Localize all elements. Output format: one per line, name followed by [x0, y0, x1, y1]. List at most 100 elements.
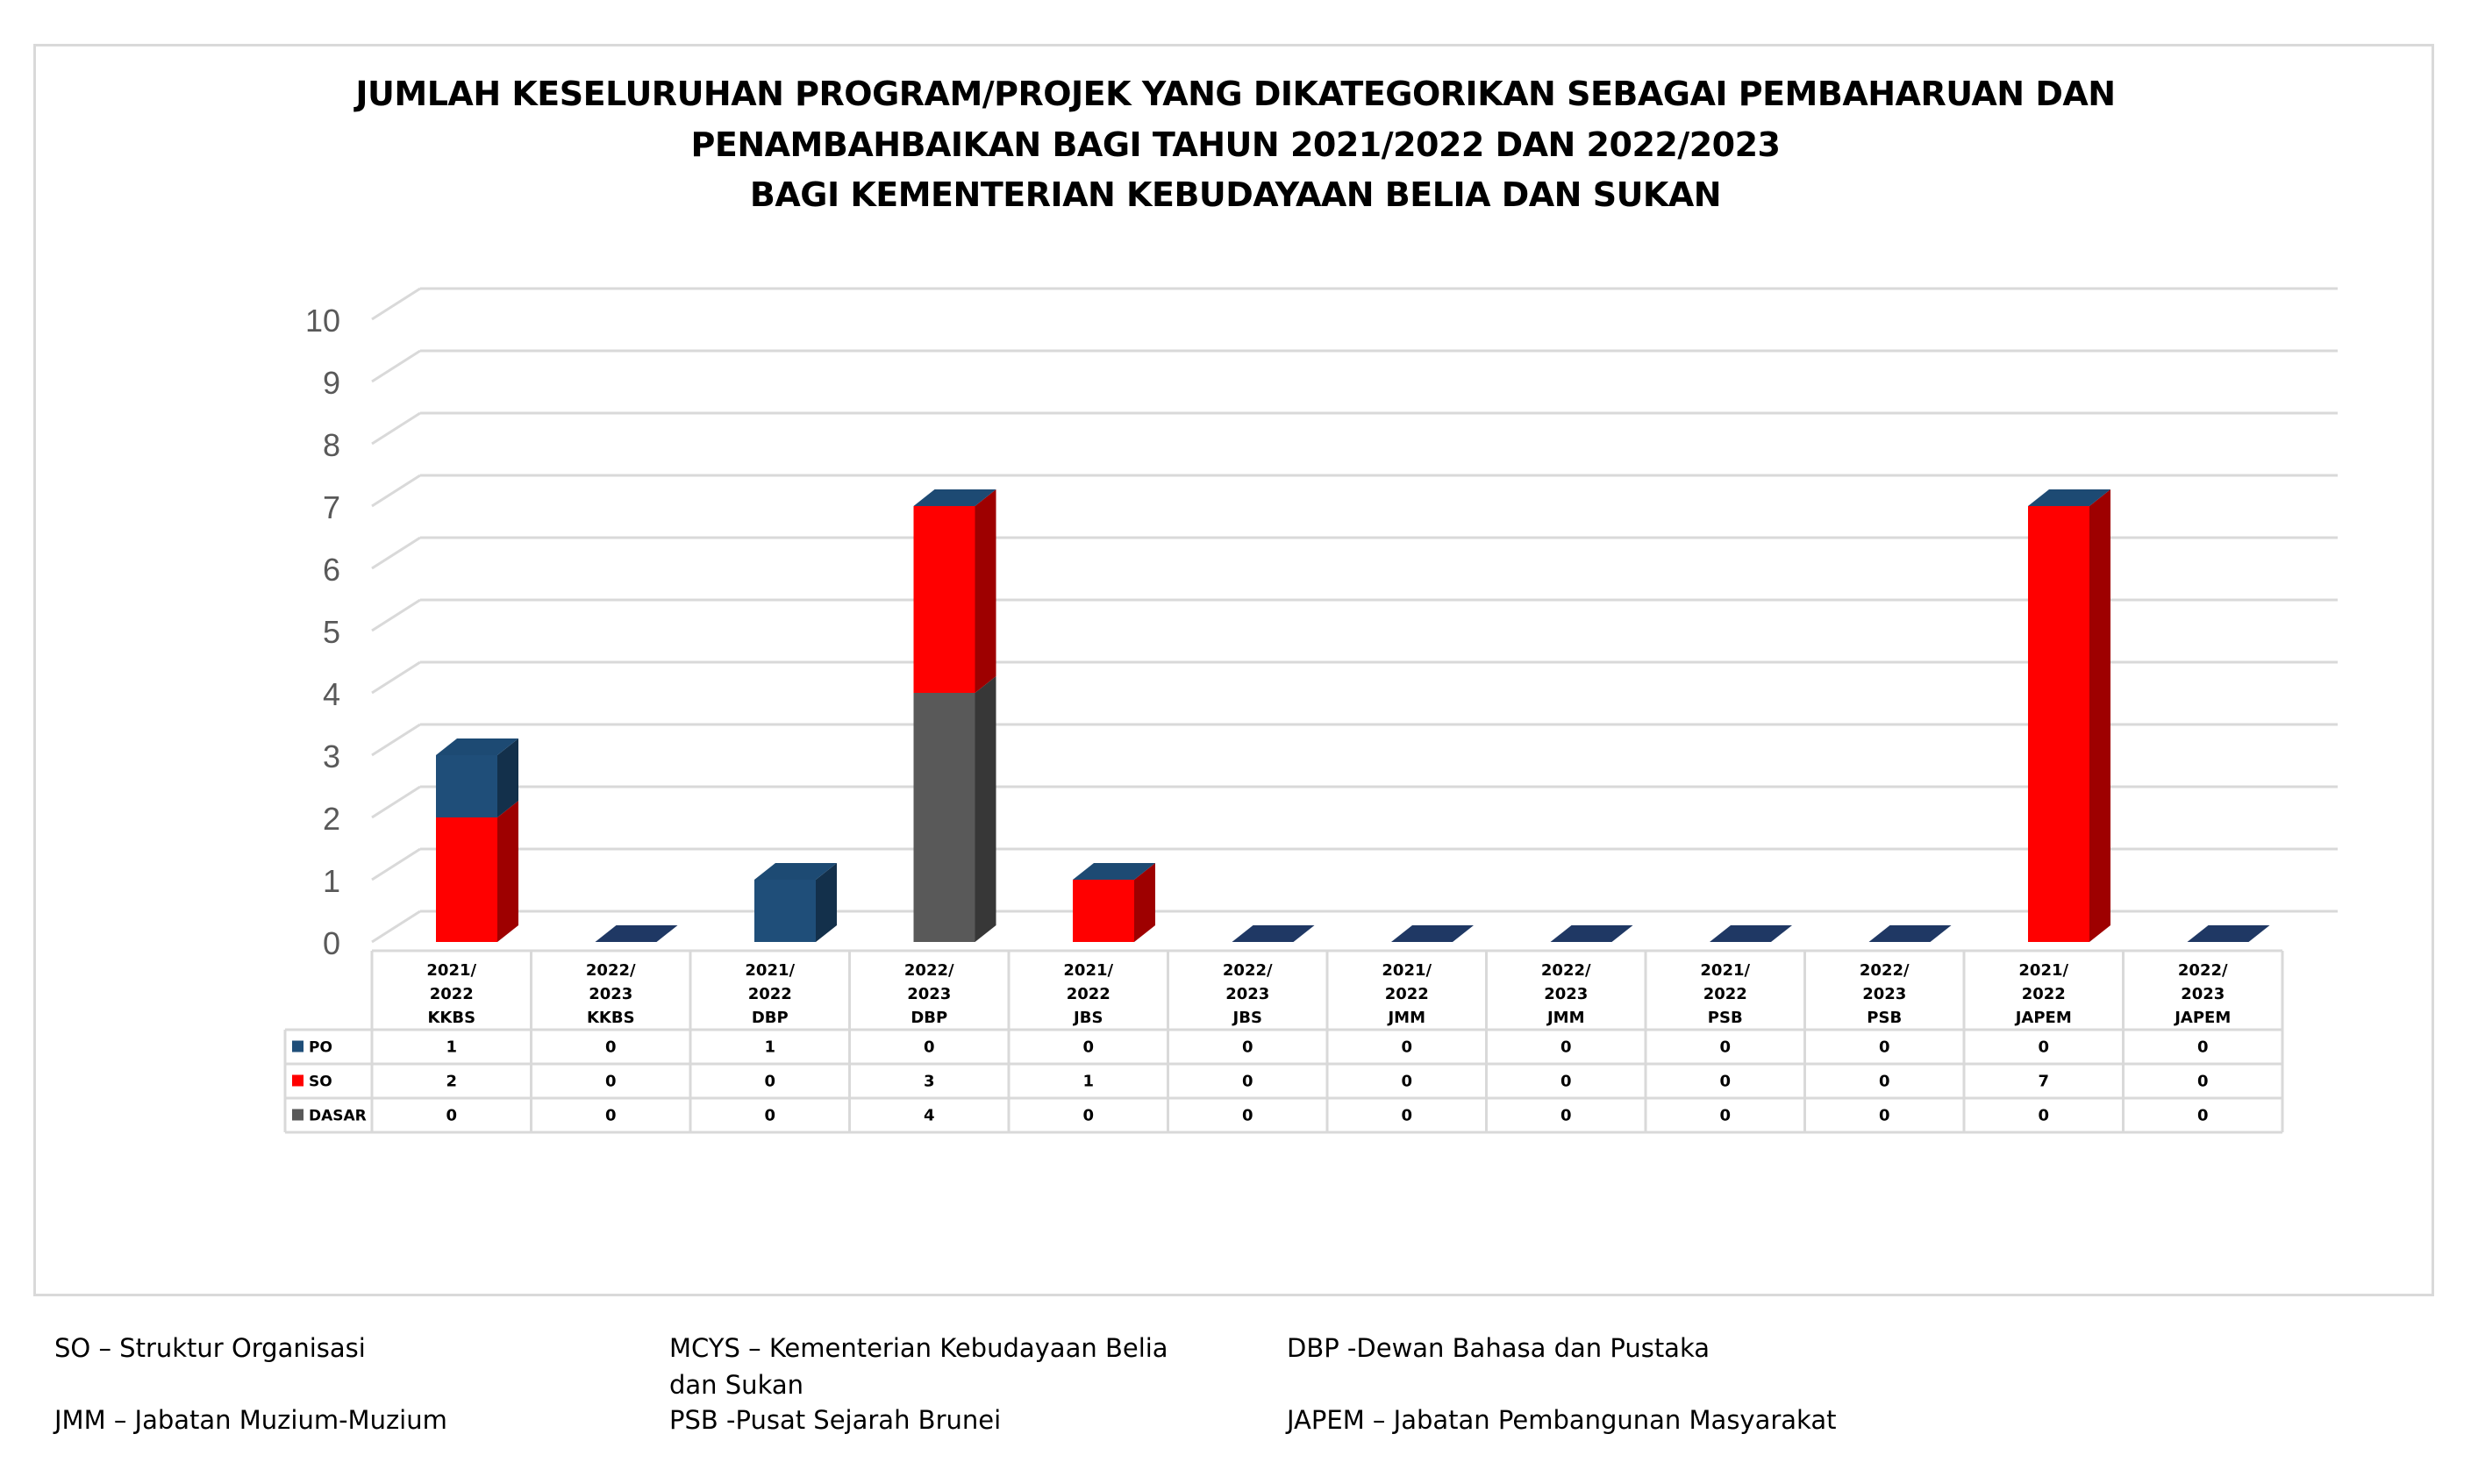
bar-side-po	[497, 738, 518, 817]
data-label: 0	[1082, 1107, 1094, 1125]
bar-top-cap	[1391, 925, 1474, 942]
gridline-diagonal	[371, 598, 421, 632]
gridline-diagonal	[371, 411, 421, 446]
data-label: 3	[924, 1073, 935, 1091]
data-label: 0	[1401, 1038, 1412, 1057]
bar-side-so	[497, 801, 518, 942]
y-tick-label: 10	[305, 303, 340, 339]
gridline-diagonal	[371, 785, 421, 819]
y-tick-label: 4	[323, 676, 340, 712]
legend-label-dasar: DASAR	[309, 1108, 367, 1125]
bar-side-dasar	[975, 676, 996, 942]
data-label: 7	[2038, 1073, 2049, 1091]
category-label: JMM	[1546, 1009, 1585, 1027]
category-label: KKBS	[587, 1009, 635, 1027]
y-tick-label: 0	[323, 925, 340, 961]
bar-dasar	[913, 693, 975, 942]
data-label: 0	[1560, 1073, 1572, 1091]
category-label: 2023	[1225, 985, 1269, 1003]
gridline-diagonal	[371, 723, 421, 757]
data-label: 0	[764, 1107, 775, 1125]
data-label: 1	[764, 1038, 775, 1057]
data-label: 0	[1401, 1073, 1412, 1091]
data-label: 0	[1560, 1038, 1572, 1057]
y-tick-label: 1	[323, 863, 340, 899]
y-tick-label: 6	[323, 552, 340, 588]
bar-top-cap	[1073, 863, 1155, 880]
data-label: 0	[924, 1038, 935, 1057]
data-label: 4	[924, 1107, 935, 1125]
legend-label-so: SO	[309, 1074, 332, 1091]
category-label: PSB	[1708, 1009, 1743, 1027]
data-label: 0	[605, 1073, 617, 1091]
y-tick-label: 2	[323, 801, 340, 837]
bar-top-cap	[2028, 489, 2110, 506]
bar-top-cap	[1232, 925, 1315, 942]
bar-po	[754, 880, 816, 942]
data-label: 0	[2197, 1038, 2209, 1057]
data-label: 0	[1242, 1073, 1253, 1091]
footnote-so: SO – Struktur Organisasi	[54, 1333, 366, 1363]
category-label: PSB	[1867, 1009, 1902, 1027]
legend-label-po: PO	[309, 1039, 332, 1057]
category-label: 2022/	[586, 961, 636, 980]
data-label: 0	[1719, 1038, 1731, 1057]
bar-side-so	[2089, 489, 2110, 942]
bar-so	[2028, 506, 2089, 942]
category-label: 2021/	[2018, 961, 2068, 980]
data-label: 0	[1719, 1073, 1731, 1091]
category-label: 2023	[907, 985, 951, 1003]
y-tick-label: 8	[323, 427, 340, 463]
chart-frame	[33, 44, 2434, 1296]
gridline-diagonal	[371, 660, 421, 695]
y-tick-label: 5	[323, 614, 340, 650]
category-label: 2022	[2022, 985, 2066, 1003]
y-tick-label: 3	[323, 738, 340, 774]
bar-top-cap	[436, 738, 518, 755]
category-label: 2021/	[426, 961, 476, 980]
bar-side-so	[975, 489, 996, 693]
category-label: JAPEM	[2173, 1009, 2231, 1027]
legend-key-dasar	[292, 1109, 304, 1121]
data-label: 0	[2038, 1038, 2049, 1057]
chart-title-line-1: JUMLAH KESELURUHAN PROGRAM/PROJEK YANG D…	[355, 75, 2116, 113]
footnote-japem: JAPEM – Jabatan Pembangunan Masyarakat	[1287, 1405, 1837, 1435]
data-label: 0	[446, 1107, 457, 1125]
gridline-diagonal	[371, 474, 421, 508]
category-label: 2021/	[1700, 961, 1750, 980]
legend-key-po	[292, 1040, 304, 1052]
data-label: 0	[2197, 1073, 2209, 1091]
bar-top-cap	[1550, 925, 1633, 942]
gridline-diagonal	[371, 287, 421, 321]
data-label: 0	[2197, 1107, 2209, 1125]
category-label: 2022/	[904, 961, 954, 980]
data-label: 0	[1879, 1073, 1890, 1091]
category-label: 2021/	[745, 961, 795, 980]
footnote-psb: PSB -Pusat Sejarah Brunei	[669, 1405, 1002, 1435]
data-label: 0	[1401, 1107, 1412, 1125]
category-label: 2022/	[2178, 961, 2228, 980]
category-label: 2022/	[1860, 961, 1910, 980]
category-label: 2023	[1862, 985, 1906, 1003]
category-label: JMM	[1386, 1009, 1425, 1027]
footnote-jmm: JMM – Jabatan Muzium-Muzium	[54, 1405, 447, 1435]
category-label: 2022	[1703, 985, 1747, 1003]
bar-top-cap	[2187, 925, 2270, 942]
y-tick-label: 7	[323, 489, 340, 525]
category-label: DBP	[752, 1009, 789, 1027]
footnote-dbp: DBP -Dewan Bahasa dan Pustaka	[1287, 1333, 1710, 1363]
gridline-diagonal	[371, 349, 421, 383]
category-label: 2022/	[1223, 961, 1273, 980]
category-label: 2022	[748, 985, 792, 1003]
data-label: 0	[1719, 1107, 1731, 1125]
data-label: 0	[605, 1038, 617, 1057]
legend-key-so	[292, 1074, 304, 1087]
bar-so	[1073, 880, 1134, 942]
category-label: 2021/	[1063, 961, 1113, 980]
category-label: JAPEM	[2014, 1009, 2072, 1027]
data-label: 1	[446, 1038, 457, 1057]
bar-top-cap	[754, 863, 837, 880]
bar-so	[913, 506, 975, 693]
gridline-diagonal	[371, 847, 421, 881]
